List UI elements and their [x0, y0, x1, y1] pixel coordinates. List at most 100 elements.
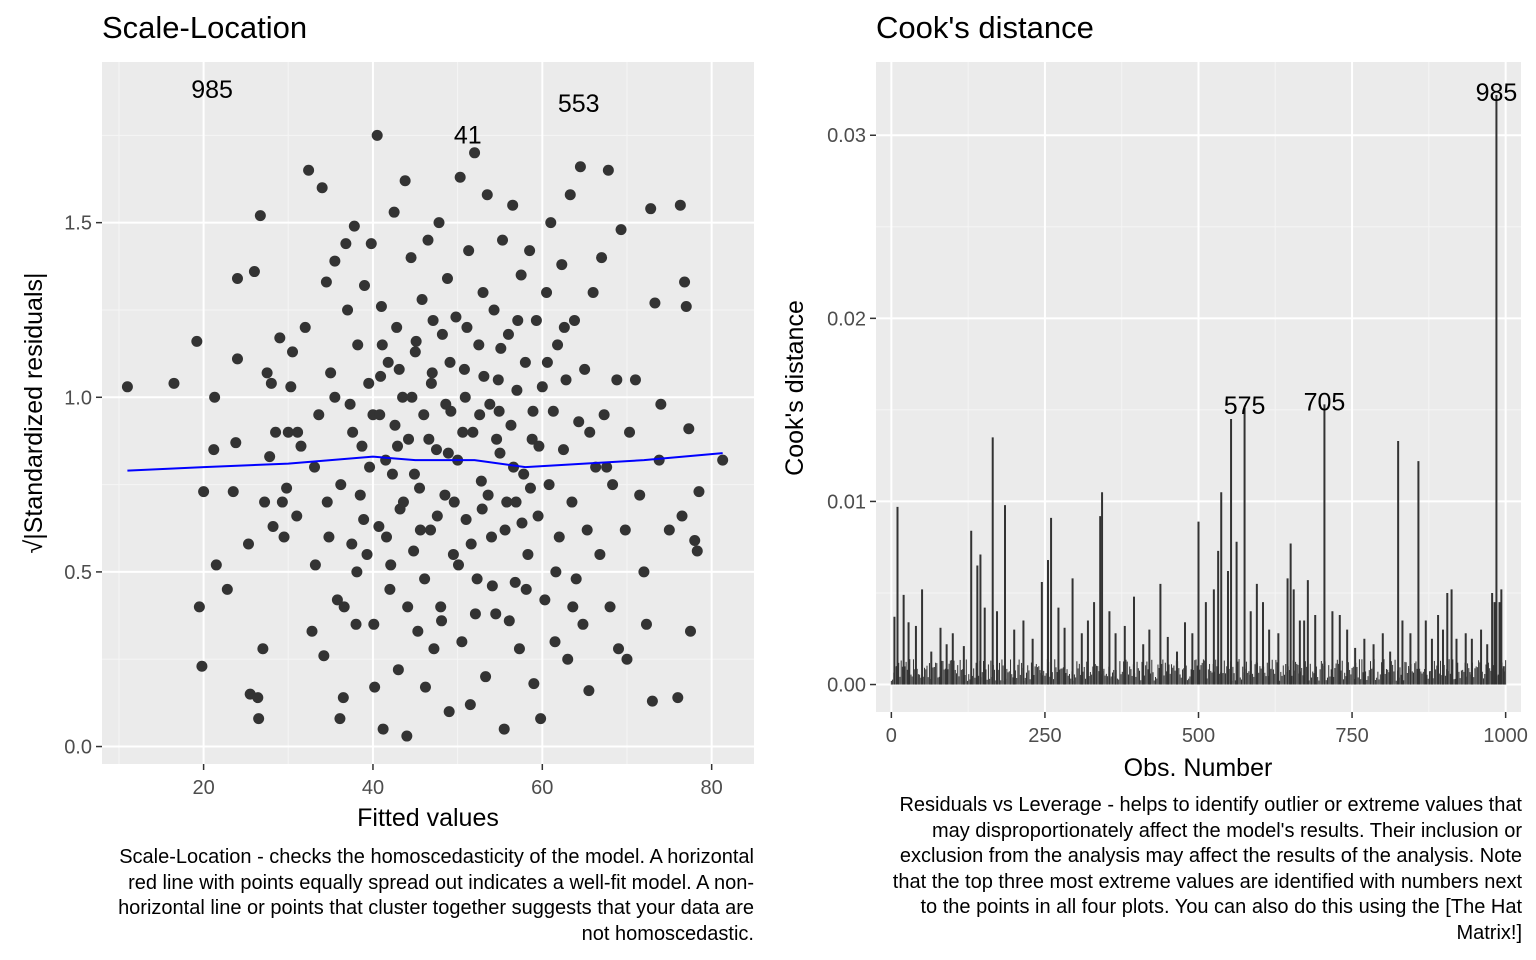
scatter-point — [557, 444, 569, 456]
scale-location-y-ticks: 0.0 0.5 1.0 1.5 — [64, 213, 102, 759]
scatter-point — [380, 454, 392, 466]
scatter-point — [568, 314, 580, 326]
scatter-point — [168, 377, 180, 389]
x-tick-label: 60 — [531, 777, 553, 799]
scatter-point — [530, 314, 542, 326]
scatter-point — [509, 576, 521, 588]
scale-location-y-label: √|Standardized residuals| — [20, 272, 48, 553]
scatter-point — [611, 374, 623, 386]
scatter-point — [717, 454, 729, 466]
cooks-distance-y-label: Cook's distance — [781, 300, 809, 476]
scatter-point — [564, 189, 576, 201]
scatter-point — [587, 287, 599, 299]
scatter-point — [469, 608, 481, 620]
scatter-point — [381, 531, 393, 543]
scatter-point — [577, 618, 589, 630]
scatter-point — [292, 426, 304, 438]
scatter-point — [683, 423, 695, 435]
scatter-point — [270, 426, 282, 438]
scale-location-x-label: Fitted values — [357, 804, 499, 832]
scale-location-smooth-line — [127, 452, 723, 472]
scatter-point — [414, 524, 426, 536]
scatter-point — [431, 510, 443, 522]
scatter-point — [473, 339, 485, 351]
scatter-point — [645, 203, 657, 215]
scatter-point — [281, 482, 293, 494]
scatter-point — [486, 531, 498, 543]
scatter-point — [329, 255, 341, 267]
scatter-point — [425, 524, 437, 536]
scatter-point — [492, 374, 504, 386]
scatter-point — [477, 287, 489, 299]
scatter-point — [488, 304, 500, 316]
scatter-point — [340, 238, 352, 250]
scatter-point — [316, 182, 328, 194]
scatter-point — [358, 514, 370, 526]
scatter-point — [450, 311, 462, 323]
scatter-point — [441, 273, 453, 285]
scatter-point — [621, 653, 633, 665]
scatter-point — [562, 653, 574, 665]
scatter-point — [282, 426, 294, 438]
scatter-point — [553, 531, 565, 543]
scatter-point — [484, 398, 496, 410]
scatter-point — [352, 339, 364, 351]
scatter-point — [459, 391, 471, 403]
scatter-point — [414, 482, 426, 494]
scatter-point — [613, 643, 625, 655]
outlier-label: 575 — [1224, 392, 1266, 420]
scatter-point — [375, 370, 387, 382]
scatter-point — [684, 625, 696, 637]
outlier-label: 985 — [1476, 79, 1518, 107]
scatter-point — [427, 314, 439, 326]
scatter-point — [596, 252, 608, 264]
scatter-point — [598, 409, 610, 421]
scatter-point — [389, 419, 401, 431]
scatter-point — [570, 573, 582, 585]
scatter-point — [458, 363, 470, 375]
outlier-label: 41 — [454, 121, 482, 149]
scatter-point — [428, 643, 440, 655]
scatter-point — [535, 713, 547, 725]
scatter-point — [198, 486, 210, 498]
scatter-point — [291, 510, 303, 522]
y-tick-label: 0.0 — [64, 737, 92, 759]
scatter-point — [528, 678, 540, 690]
scatter-point — [313, 409, 325, 421]
scatter-point — [515, 269, 527, 281]
scatter-point — [221, 583, 233, 595]
scatter-point — [497, 234, 509, 246]
y-tick-label: 1.0 — [64, 387, 92, 409]
scatter-point — [522, 548, 534, 560]
scatter-point — [274, 332, 286, 344]
scatter-point — [191, 335, 203, 347]
y-tick-label: 0.5 — [64, 562, 92, 584]
scatter-point — [276, 496, 288, 508]
scatter-point — [536, 381, 548, 393]
scatter-point — [265, 377, 277, 389]
scatter-point — [391, 321, 403, 333]
scatter-point — [574, 161, 586, 173]
scatter-point — [465, 538, 477, 550]
scatter-point — [334, 713, 346, 725]
x-tick-label: 500 — [1182, 725, 1215, 747]
scatter-point — [323, 531, 335, 543]
scatter-point — [321, 496, 333, 508]
scatter-point — [408, 468, 420, 480]
scatter-point — [430, 444, 442, 456]
scatter-point — [579, 363, 591, 375]
scatter-point — [259, 496, 271, 508]
scatter-point — [347, 426, 359, 438]
scatter-point — [254, 210, 266, 222]
scatter-point — [567, 601, 579, 613]
scatter-point — [602, 164, 614, 176]
scatter-point — [448, 496, 460, 508]
scatter-point — [375, 300, 387, 312]
scatter-point — [452, 559, 464, 571]
scatter-point — [503, 615, 515, 627]
scatter-point — [456, 636, 468, 648]
scatter-point — [457, 426, 469, 438]
scatter-point — [306, 625, 318, 637]
scatter-point — [638, 566, 650, 578]
scale-location-x-ticks: 20 40 60 80 — [192, 764, 723, 799]
